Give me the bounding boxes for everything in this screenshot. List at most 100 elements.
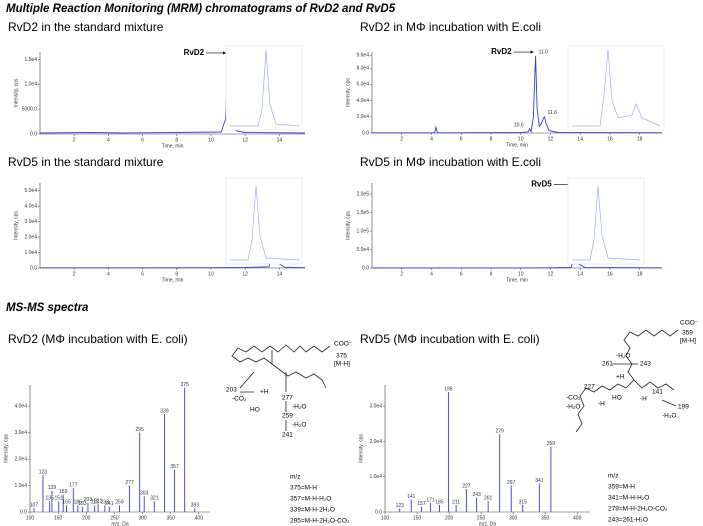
y-axis-label: Intensity, cps bbox=[3, 434, 9, 463]
peak-label: 157 bbox=[417, 501, 426, 507]
mz-line: 341=M-H-H₂O bbox=[608, 495, 649, 502]
structure-label: 277 bbox=[282, 395, 293, 402]
structure: COO⁻ 375 [M-H] 203 -CO₂ +H HO 277 -H₂O 2… bbox=[226, 341, 353, 525]
chart-title: RvD2 in the standard mixture bbox=[8, 20, 164, 34]
peak-label: 393 bbox=[191, 502, 200, 508]
structure-label: 203 bbox=[226, 387, 237, 394]
x-tick-label: 12 bbox=[242, 271, 248, 277]
peak-label: 123 bbox=[396, 503, 405, 509]
x-tick-label: 150 bbox=[413, 515, 422, 521]
peak-label: 315 bbox=[519, 499, 528, 505]
mz-line: 279=M-H-2H₂O-CO₂ bbox=[608, 506, 668, 513]
structure-label: HO bbox=[612, 395, 622, 402]
structure: COO⁻ 359 [M-H] 261 -H₂O 243 +H HO -H 141… bbox=[566, 320, 699, 524]
compound-label: RvD2 bbox=[491, 47, 512, 56]
structure-label: 141 bbox=[652, 389, 663, 396]
x-axis-label: Time, min bbox=[162, 277, 184, 283]
peak-label: 159 bbox=[59, 489, 68, 495]
structure-label: [M-H] bbox=[334, 361, 350, 368]
y-tick-label: 0.0 bbox=[30, 131, 37, 137]
y-tick-label: 1.5e4 bbox=[24, 57, 37, 63]
structure-label: -H₂O bbox=[292, 422, 306, 429]
peak-label: 215 bbox=[91, 500, 100, 506]
mz-line: 339=M-H-2H₂O bbox=[290, 507, 335, 514]
peak-label: 279 bbox=[496, 429, 505, 435]
x-axis-label: Time, min bbox=[506, 277, 528, 283]
y-tick-label: 4.0e4 bbox=[14, 403, 27, 409]
peak-label: 171 bbox=[426, 498, 435, 504]
structure-label: -H bbox=[640, 396, 647, 403]
chart-title: RvD5 in the standard mixture bbox=[8, 155, 164, 169]
arrows bbox=[240, 391, 287, 431]
y-tick-label: 1.0e4 bbox=[24, 82, 37, 88]
y-tick-label: 2.0e4 bbox=[24, 234, 37, 240]
peak-label: 165 bbox=[62, 500, 71, 506]
x-tick-label: 200 bbox=[445, 515, 454, 521]
peak-label: 141 bbox=[407, 494, 416, 500]
x-tick-label: 14 bbox=[577, 136, 583, 142]
inset-peak bbox=[572, 185, 641, 261]
x-tick-label: 14 bbox=[277, 271, 283, 277]
peak-label: 221 bbox=[94, 498, 103, 504]
x-tick-label: 100 bbox=[381, 515, 390, 521]
y-tick-label: 1.0e4 bbox=[14, 483, 27, 489]
structure-label: 359 bbox=[682, 330, 693, 337]
inset-peak bbox=[572, 49, 661, 127]
x-tick-label: 10 bbox=[208, 271, 214, 277]
x-tick-label: 150 bbox=[54, 515, 63, 521]
x-tick-label: 18 bbox=[637, 136, 643, 142]
x-tick-label: 10 bbox=[518, 271, 524, 277]
y-tick-label: 8.0e4 bbox=[356, 66, 369, 72]
peak-label: 297 bbox=[507, 480, 516, 486]
x-tick-label: 16 bbox=[607, 271, 613, 277]
x-axis-label: Time, min bbox=[162, 143, 184, 149]
x-tick-label: 100 bbox=[26, 515, 35, 521]
peak-label: 199 bbox=[444, 386, 453, 392]
mz-line: m/z bbox=[608, 473, 618, 480]
chart-title: RvD5 in MΦ incubation with E.coli bbox=[360, 155, 541, 169]
y-tick-label: 4.0e4 bbox=[24, 204, 37, 210]
x-tick-label: 8 bbox=[490, 136, 493, 142]
x-tick-label: 6 bbox=[141, 137, 144, 143]
structure-label: 261 bbox=[602, 361, 613, 368]
x-tick-label: 400 bbox=[573, 515, 582, 521]
y-tick-label: 1.0e4 bbox=[369, 474, 382, 480]
compound-label: RvD2 bbox=[184, 48, 205, 57]
y-tick-label: 0.0 bbox=[362, 265, 369, 271]
y-tick-label: 1.5e5 bbox=[356, 210, 369, 216]
structure-label: COO⁻ bbox=[334, 341, 353, 348]
y-tick-label: 0.0 bbox=[362, 130, 369, 136]
peak-label: 277 bbox=[125, 480, 134, 486]
y-tick-label: 9.6e4 bbox=[356, 53, 369, 59]
y-tick-label: 5.0e4 bbox=[24, 188, 37, 194]
x-tick-label: 12 bbox=[548, 136, 554, 142]
peak-label: 341 bbox=[535, 478, 544, 484]
peak-label: 233 bbox=[101, 500, 110, 506]
x-tick-label: 400 bbox=[195, 515, 204, 521]
structure-label: 199 bbox=[678, 404, 689, 411]
inset-peak bbox=[230, 185, 301, 261]
x-tick-label: 8 bbox=[490, 271, 493, 277]
y-axis-label: Intensity, cps bbox=[345, 211, 351, 240]
peak-label: 357 bbox=[170, 464, 179, 470]
y-tick-label: 2.0e4 bbox=[369, 439, 382, 445]
y-tick-label: 5000.0 bbox=[22, 106, 38, 112]
y-tick-label: 0.0 bbox=[30, 265, 37, 271]
peak-label: 339 bbox=[160, 408, 169, 414]
x-tick-label: 2 bbox=[73, 271, 76, 277]
peak-label: 135 bbox=[46, 496, 55, 502]
x-tick-label: 10 bbox=[208, 137, 214, 143]
y-tick-label: 4.0e4 bbox=[356, 98, 369, 104]
peak-label: 123 bbox=[39, 469, 48, 475]
peak-label: 185 bbox=[435, 499, 444, 505]
structure-label: 375 bbox=[336, 353, 347, 360]
structure-label: 227 bbox=[584, 384, 595, 391]
y-tick-label: 1.0e5 bbox=[356, 228, 369, 234]
section-heading: MS-MS spectra bbox=[6, 302, 89, 314]
structure-label: [M-H] bbox=[680, 338, 696, 345]
structure-label: -CO₂ bbox=[232, 396, 247, 403]
peak-label: 193 bbox=[78, 501, 87, 507]
x-tick-label: 6 bbox=[141, 271, 144, 277]
x-tick-label: 4 bbox=[430, 136, 433, 142]
